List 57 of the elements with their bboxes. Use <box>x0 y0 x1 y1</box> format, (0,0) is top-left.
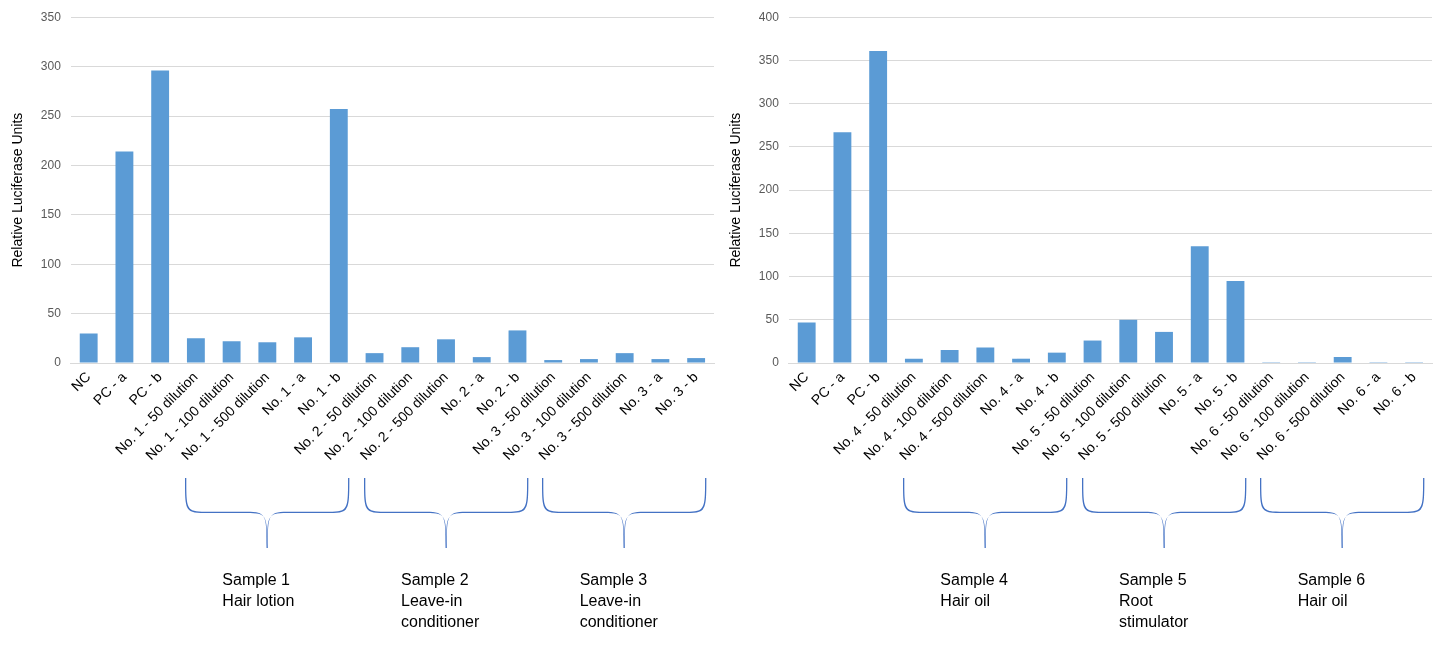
y-axis-title: Relative Luciferase Units <box>9 112 26 268</box>
bar <box>222 341 241 363</box>
bar <box>1190 246 1209 363</box>
y-axis-title: Relative Luciferase Units <box>727 112 744 268</box>
bar <box>151 70 170 363</box>
text: Sample 5 Root stimulator <box>1119 570 1190 632</box>
bar <box>365 353 384 363</box>
y-tick-label: 100 <box>40 256 62 271</box>
bar <box>329 109 348 363</box>
text: Sample 6 Hair oil <box>1297 570 1367 611</box>
bar <box>79 333 98 363</box>
y-tick-label: 0 <box>54 355 62 370</box>
bar <box>833 132 852 363</box>
bar <box>294 337 313 363</box>
text: Sample 2 Leave-in conditioner <box>401 570 481 632</box>
bar <box>1333 356 1352 363</box>
bar <box>651 359 670 363</box>
bar <box>940 350 959 363</box>
bar <box>976 347 995 363</box>
bar <box>580 359 598 363</box>
bar <box>687 358 706 363</box>
y-tick-label: 350 <box>758 52 780 67</box>
text: Sample 3 Leave-in conditioner <box>579 570 659 632</box>
text: Sample 4 Hair oil <box>940 570 1009 611</box>
y-tick-label: 400 <box>758 9 780 24</box>
bar <box>258 342 277 363</box>
bar <box>1083 340 1102 363</box>
bar <box>437 339 455 363</box>
y-tick-label: 250 <box>40 108 62 123</box>
bar <box>508 330 527 363</box>
y-tick-label: 50 <box>765 312 780 327</box>
bar <box>904 358 923 363</box>
y-tick-label: 150 <box>40 207 62 222</box>
bar <box>544 360 563 363</box>
y-tick-label: 50 <box>47 305 62 320</box>
bar <box>1012 358 1031 363</box>
y-tick-label: 300 <box>40 58 62 73</box>
y-tick-label: 150 <box>758 225 780 240</box>
bar <box>1226 280 1245 363</box>
bar <box>1047 352 1066 363</box>
bar <box>869 50 888 363</box>
bar <box>115 151 134 363</box>
y-tick-label: 0 <box>772 355 780 370</box>
y-tick-label: 100 <box>758 268 780 283</box>
y-tick-label: 250 <box>758 139 780 154</box>
bar <box>1119 319 1138 363</box>
y-tick-label: 350 <box>40 9 62 24</box>
y-tick-label: 300 <box>758 95 780 110</box>
y-tick-label: 200 <box>758 182 780 197</box>
text: Sample 1 Hair lotion <box>222 570 296 611</box>
bar <box>472 357 491 363</box>
bar <box>797 322 816 363</box>
bar <box>186 338 205 363</box>
bar <box>615 353 634 363</box>
bar <box>1155 331 1173 363</box>
y-tick-label: 200 <box>40 157 62 172</box>
bar <box>401 347 420 363</box>
